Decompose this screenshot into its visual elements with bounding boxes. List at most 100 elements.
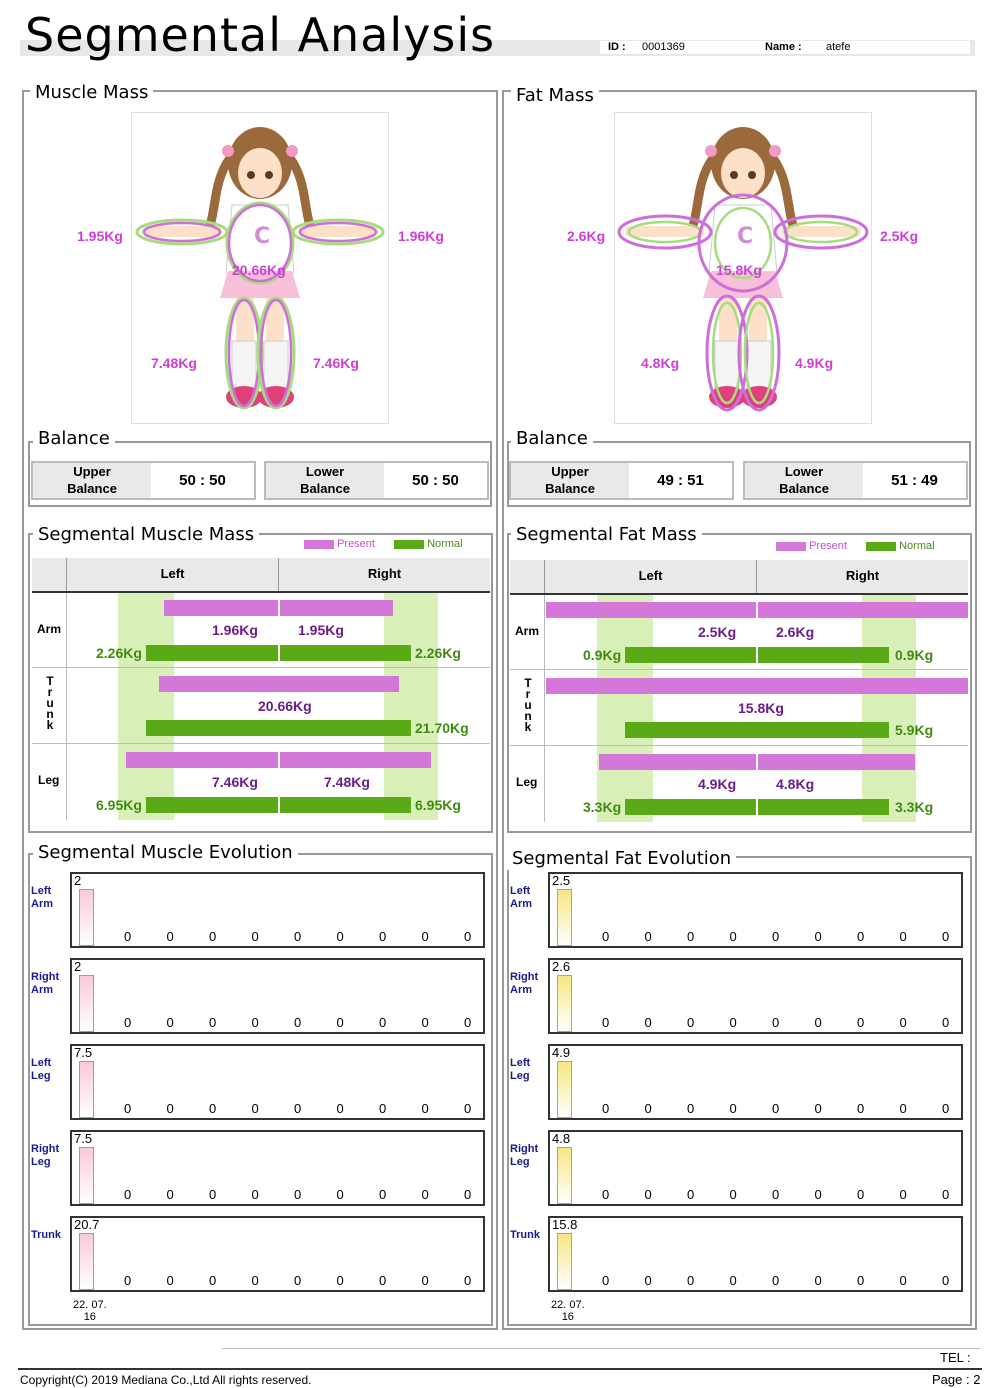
upper-balance-value: 50 : 50 (179, 472, 226, 489)
row-trunk-label: T r u n k (46, 674, 54, 732)
leg-right-normal-value: 3.3Kg (895, 799, 934, 815)
leg-right-present-value: 7.48Kg (324, 774, 370, 790)
evolution-zero-value: 0 (421, 929, 429, 944)
footer-rule (18, 1368, 982, 1370)
evolution-zero-value: 0 (687, 1273, 695, 1288)
arm-right-normal-value: 0.9Kg (895, 647, 934, 663)
muscle-evolution-date: 22. 07. 16 (73, 1299, 107, 1323)
evolution-zero-value: 0 (336, 1015, 344, 1030)
leg-right-present-bar (758, 754, 915, 770)
evolution-zero-value: 0 (602, 929, 610, 944)
row-label-line-2: Arm (31, 898, 54, 910)
row-label-line-1: Right (510, 971, 539, 983)
evolution-zero-value: 0 (857, 1015, 865, 1030)
trunk-normal-bar (146, 720, 411, 736)
evolution-row-label: Trunk (510, 1229, 540, 1242)
leg-left-normal-value: 6.95Kg (96, 797, 142, 813)
col-left: Left (638, 568, 663, 583)
lower-balance-value: 51 : 49 (891, 472, 938, 489)
evolution-zero-value: 0 (602, 1187, 610, 1202)
evolution-zero-value: 0 (251, 1101, 259, 1116)
row-label-line-2: Arm (510, 984, 533, 996)
muscle-balance-panel (28, 441, 492, 507)
normal-range-band-right (384, 593, 438, 820)
fat-trunk-value: 15.8Kg (716, 262, 762, 278)
leg-left-normal-bar (146, 797, 278, 813)
evolution-zero-value: 0 (729, 1273, 737, 1288)
leg-left-present-bar (599, 754, 756, 770)
muscle-balance-title: Balance (33, 428, 115, 450)
evolution-zero-value: 0 (942, 1101, 950, 1116)
arm-left-present-bar (546, 602, 756, 618)
fat-mass-title: Fat Mass (511, 85, 599, 107)
arm-left-normal-bar (625, 647, 756, 663)
evolution-first-value: 4.9 (552, 1045, 571, 1060)
muscle-right-leg-value: 7.48Kg (151, 355, 197, 371)
arm-left-normal-value: 2.26Kg (96, 645, 142, 661)
evolution-zero-value: 0 (294, 929, 302, 944)
evolution-zero-value: 0 (209, 1187, 217, 1202)
svg-text:C: C (737, 224, 753, 249)
evolution-zero-value: 0 (421, 1187, 429, 1202)
evolution-bar (557, 1061, 572, 1118)
evolution-zero-value: 0 (294, 1187, 302, 1202)
fat-left-arm-value: 2.5Kg (880, 228, 919, 244)
evolution-zero-value: 0 (814, 1101, 822, 1116)
leg-left-normal-value: 3.3Kg (583, 799, 622, 815)
evolution-first-value: 4.8 (552, 1131, 571, 1146)
upper-balance-label-2: Balance (545, 481, 595, 496)
evolution-zero-value: 0 (814, 1187, 822, 1202)
evolution-zero-value: 0 (166, 929, 174, 944)
muscle-evolution-title: Segmental Muscle Evolution (33, 842, 298, 864)
leg-right-present-value: 4.8Kg (776, 776, 815, 792)
trunk-normal-value: 5.9Kg (895, 722, 934, 738)
evolution-bar (557, 975, 572, 1032)
leg-left-present-value: 7.46Kg (212, 774, 258, 790)
date-line-1: 22. 07. (73, 1299, 107, 1311)
evolution-zero-value: 0 (602, 1273, 610, 1288)
evolution-zero-value: 0 (814, 929, 822, 944)
evolution-zero-value: 0 (166, 1187, 174, 1202)
row-label-line-2: Arm (31, 984, 54, 996)
evolution-zero-value: 0 (772, 1101, 780, 1116)
evolution-zero-value: 0 (857, 1187, 865, 1202)
date-line-1: 22. 07. (551, 1299, 585, 1311)
evolution-zero-value: 0 (294, 1273, 302, 1288)
leg-left-present-value: 4.9Kg (698, 776, 737, 792)
normal-range-band-left (118, 593, 174, 820)
evolution-zero-value: 0 (814, 1273, 822, 1288)
row-label-line-2: Arm (510, 898, 533, 910)
muscle-table-header: Left Right (32, 558, 490, 593)
page-title: Segmental Analysis (25, 8, 496, 62)
leg-right-present-bar (280, 752, 431, 768)
evolution-zero-value: 0 (814, 1015, 822, 1030)
evolution-zero-value: 0 (772, 929, 780, 944)
evolution-zero-value: 0 (379, 1101, 387, 1116)
evolution-zero-value: 0 (166, 1273, 174, 1288)
id-value: 0001369 (642, 41, 685, 53)
arm-left-normal-value: 0.9Kg (583, 647, 622, 663)
evolution-row-label: Left Leg (31, 1057, 51, 1083)
arm-right-normal-value: 2.26Kg (415, 645, 461, 661)
evolution-zero-value: 0 (124, 929, 132, 944)
arm-right-present-bar (758, 602, 968, 618)
arm-left-present-bar (164, 600, 278, 616)
row-leg-label: Leg (516, 775, 538, 789)
evolution-zero-value: 0 (729, 929, 737, 944)
footer-copyright: Copyright(C) 2019 Mediana Co.,Ltd All ri… (20, 1373, 312, 1387)
evolution-row-label: Right Leg (510, 1143, 538, 1169)
lower-balance-label-2: Balance (300, 481, 350, 496)
id-label: ID : (608, 41, 626, 53)
normal-swatch (866, 541, 897, 551)
evolution-zero-value: 0 (687, 1187, 695, 1202)
evolution-zero-value: 0 (687, 929, 695, 944)
right-column-panel (502, 90, 977, 1330)
evolution-zero-value: 0 (379, 1187, 387, 1202)
patient-info: ID : 0001369 Name : atefe (600, 41, 970, 54)
trunk-present-value: 20.66Kg (258, 698, 312, 714)
trunk-present-bar (546, 678, 968, 694)
evolution-bar (79, 889, 94, 946)
evolution-zero-value: 0 (124, 1015, 132, 1030)
row-leg-label: Leg (38, 773, 60, 787)
evolution-zero-value: 0 (336, 1101, 344, 1116)
